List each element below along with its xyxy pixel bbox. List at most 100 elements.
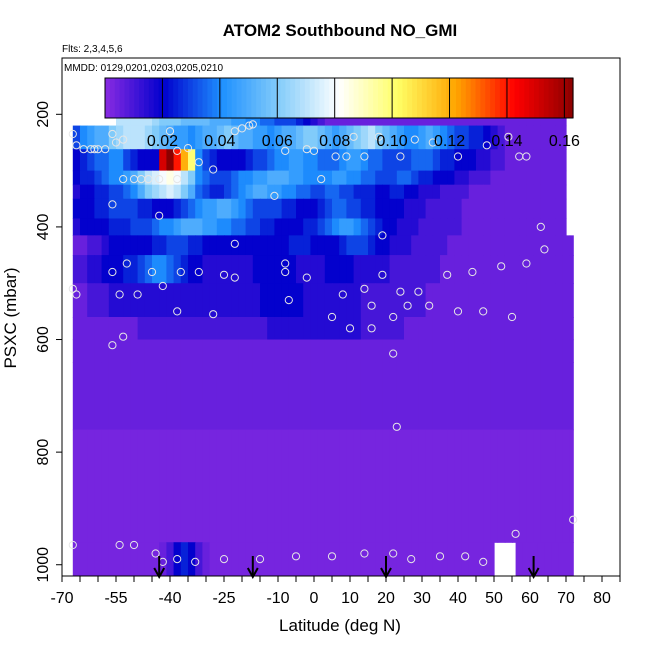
colorbar-segment <box>373 78 379 118</box>
colorbar-segment <box>148 78 155 118</box>
heatmap-cell <box>180 542 189 576</box>
heatmap-cell <box>497 235 506 256</box>
colorbar-segment <box>114 78 121 118</box>
colorbar-segment <box>261 78 267 118</box>
colorbar-segment <box>348 78 355 118</box>
heatmap-cell <box>540 149 549 172</box>
heatmap-cell <box>123 198 131 220</box>
heatmap-cell <box>504 235 513 256</box>
heatmap-cell <box>123 429 131 543</box>
heatmap-cell <box>512 149 520 172</box>
heatmap-cell <box>504 339 513 363</box>
arrow-markers <box>153 556 540 580</box>
sample-point <box>360 152 369 161</box>
heatmap-cell <box>209 255 218 284</box>
heatmap-cell <box>80 339 88 363</box>
heatmap-cell <box>166 283 175 318</box>
heatmap-cell <box>108 198 117 220</box>
sample-point <box>349 132 358 141</box>
heatmap-cell <box>490 149 499 172</box>
colorbar-segment <box>417 78 423 118</box>
heatmap-cell <box>526 198 535 220</box>
heatmap-cell <box>87 255 95 284</box>
colorbar-segment <box>236 78 243 118</box>
heatmap-cell <box>87 149 95 172</box>
heatmap-cell <box>180 255 189 284</box>
colorbar-segment <box>207 78 213 118</box>
heatmap-cell <box>180 170 189 186</box>
heatmap-cell <box>346 170 355 186</box>
heatmap-cell <box>173 198 182 220</box>
heatmap-cell <box>519 218 527 236</box>
heatmap-cell <box>144 218 153 236</box>
heatmap-cell <box>260 170 268 186</box>
heatmap-cell <box>260 255 268 284</box>
heatmap-cell <box>418 255 427 284</box>
heatmap-cell <box>324 542 333 576</box>
heatmap-cell <box>339 339 347 363</box>
heatmap-cell <box>551 542 560 576</box>
sample-point <box>309 146 319 155</box>
colorbar-tick-label: 0.16 <box>549 133 580 150</box>
heatmap-cell <box>483 542 491 576</box>
heatmap-cell <box>497 125 506 150</box>
heatmap-cell <box>533 125 542 150</box>
heatmap-cell <box>504 255 513 284</box>
heatmap-cell <box>245 184 254 200</box>
heatmap-cell <box>317 317 326 341</box>
heatmap-cell <box>209 125 218 150</box>
heatmap-cell <box>461 198 470 220</box>
heatmap-cell <box>195 149 203 172</box>
heatmap-cell <box>144 125 153 150</box>
heatmap-cell <box>296 198 304 220</box>
heatmap-cell <box>476 218 484 236</box>
colorbar-segment <box>124 78 130 118</box>
heatmap-cell <box>209 542 218 576</box>
heatmap-cell <box>296 149 304 172</box>
heatmap-cell <box>267 170 275 186</box>
heatmap-cell <box>432 170 441 186</box>
colorbar-segment <box>451 78 457 118</box>
heatmap-cell <box>274 317 283 341</box>
heatmap-cell <box>317 218 326 236</box>
sample-point <box>209 310 218 319</box>
heatmap-cell <box>87 429 95 543</box>
heatmap-cell <box>382 184 391 200</box>
heatmap-cell <box>404 184 412 200</box>
heatmap-cell <box>526 429 535 543</box>
heatmap-cell <box>166 125 175 150</box>
heatmap-cell <box>461 283 470 318</box>
colorbar-segment <box>251 78 257 118</box>
sample-point <box>443 270 452 279</box>
heatmap-cell <box>468 429 477 543</box>
heatmap-cell <box>281 317 290 341</box>
heatmap-cell <box>533 339 542 363</box>
heatmap-cell <box>425 170 434 186</box>
heatmap-cell <box>368 339 376 363</box>
heatmap-cell <box>411 255 419 284</box>
heatmap-cell <box>515 542 524 576</box>
heatmap-cell <box>303 218 311 236</box>
heatmap-cell <box>130 149 139 172</box>
heatmap-cell <box>303 184 311 200</box>
sample-point <box>129 540 139 550</box>
heatmap-cell <box>281 198 290 220</box>
heatmap-cell <box>231 317 239 341</box>
heatmap-cell <box>526 317 535 341</box>
heatmap-cell <box>108 339 117 363</box>
heatmap-cell <box>94 255 103 284</box>
heatmap-cell <box>526 255 535 284</box>
heatmap-cell <box>209 149 218 172</box>
heatmap-cell <box>540 170 549 186</box>
heatmap-cell <box>108 149 117 172</box>
heatmap-cell <box>245 362 254 431</box>
colorbar-segment <box>402 78 408 118</box>
heatmap-cell <box>238 170 247 186</box>
heatmap-cell <box>216 317 225 341</box>
heatmap-cell <box>173 170 182 186</box>
heatmap-cell <box>152 125 160 150</box>
heatmap-cell <box>231 218 239 236</box>
heatmap-cell <box>209 184 218 200</box>
colorbar-segment <box>265 78 272 118</box>
heatmap-cell <box>288 184 297 200</box>
